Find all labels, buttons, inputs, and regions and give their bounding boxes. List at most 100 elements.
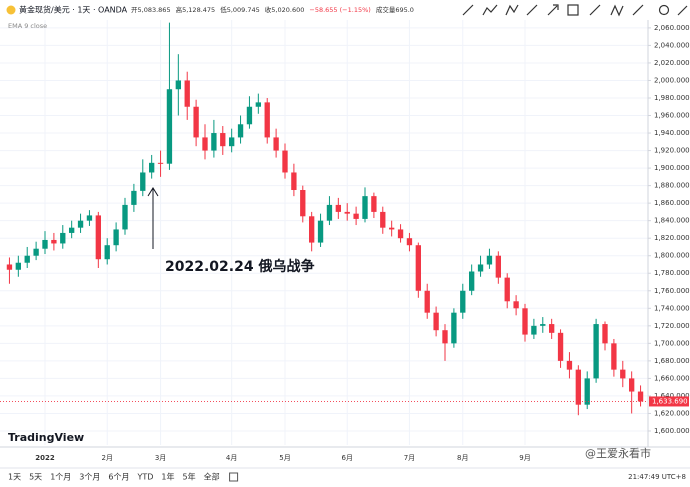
candle-body	[309, 216, 315, 243]
last-price-box	[649, 396, 689, 407]
candle-body	[620, 369, 626, 379]
candle-body	[220, 133, 226, 147]
candle-body	[113, 229, 119, 246]
y-tick-label: 1,680.000	[654, 357, 690, 365]
arrow-tool[interactable]	[547, 4, 559, 16]
y-tick-label: 1,880.000	[654, 182, 690, 190]
candle-body	[6, 264, 13, 270]
candle-body	[24, 255, 30, 263]
y-tick-label: 1,700.000	[654, 339, 690, 347]
path-tool[interactable]	[482, 4, 498, 16]
y-tick-label: 1,600.000	[654, 427, 690, 435]
line-tool[interactable]	[589, 4, 601, 16]
candle-body	[273, 137, 279, 151]
y-tick-label: 1,800.000	[654, 252, 690, 260]
candle-body	[122, 204, 128, 230]
candle-body	[389, 227, 395, 230]
candle-body	[362, 196, 368, 219]
y-tick-label: 2,060.000	[654, 24, 690, 32]
candle-body	[131, 190, 137, 205]
candle-body	[637, 391, 644, 402]
candle-body	[495, 255, 501, 278]
y-tick-label: 1,980.000	[654, 94, 690, 102]
calendar-icon[interactable]	[229, 472, 239, 482]
rect-tool[interactable]	[567, 4, 579, 16]
grid	[0, 20, 648, 445]
candle-body	[593, 324, 599, 379]
candle-body	[540, 324, 546, 326]
candle-body	[149, 162, 155, 173]
timeframe-button[interactable]: YTD	[136, 473, 153, 482]
timeframe-button[interactable]: 3个月	[79, 473, 100, 482]
zigzag-tool[interactable]	[610, 4, 624, 17]
y-tick-label: 1,720.000	[654, 322, 690, 330]
candle-body	[86, 215, 93, 221]
candle-body	[264, 102, 270, 138]
candle-body	[104, 245, 110, 260]
y-tick-label: 1,640.000	[654, 392, 690, 400]
candle-body	[157, 162, 164, 164]
timeframe-button[interactable]: 6个月	[108, 473, 129, 482]
segment-tool[interactable]	[632, 4, 644, 16]
y-tick-label: 1,740.000	[654, 304, 690, 312]
y-tick-label: 1,760.000	[654, 287, 690, 295]
candle-body	[42, 239, 48, 249]
timeframe-button[interactable]: 1个月	[50, 473, 71, 482]
trend-line-tool[interactable]	[462, 4, 474, 16]
candle-body	[380, 211, 386, 228]
candle-body	[166, 89, 173, 164]
x-tick-label: 6月	[341, 454, 352, 462]
y-tick-label: 1,860.000	[654, 199, 690, 207]
candle-body	[477, 264, 484, 272]
symbol[interactable]: 黄金现货/美元 · 1天 · OANDA	[19, 5, 128, 15]
extend-tool[interactable]	[677, 5, 688, 16]
y-tick-label: 2,040.000	[654, 41, 690, 49]
candle-body	[469, 271, 475, 291]
candle-body	[229, 137, 235, 147]
candle-body	[424, 290, 430, 313]
candle-body	[317, 220, 324, 243]
x-tick-label: 4月	[226, 454, 237, 462]
pattern-tool[interactable]	[505, 4, 519, 16]
candle-body	[246, 106, 253, 125]
y-tick-label: 1,620.000	[654, 409, 690, 417]
y-tick-label: 1,840.000	[654, 217, 690, 225]
candle-body	[140, 172, 146, 191]
y-tick-label: 1,820.000	[654, 234, 690, 242]
legend-item: 高5,128.475	[176, 5, 216, 14]
timeframe-button[interactable]: 5天	[29, 473, 42, 482]
candle-body	[460, 290, 466, 313]
y-tick-label: 1,920.000	[654, 147, 690, 155]
candle-body	[442, 330, 448, 344]
circle-tool[interactable]	[658, 4, 670, 16]
candle-body	[549, 324, 555, 333]
legend-item: 低5,009.745	[220, 5, 260, 14]
timeframe-button[interactable]: 1年	[161, 472, 174, 482]
candle-body	[335, 204, 341, 212]
x-tick-label: 8月	[457, 454, 468, 462]
y-tick-label: 1,940.000	[654, 129, 690, 137]
last-price-label: 1,633.690	[652, 397, 688, 405]
candle-body	[575, 369, 581, 405]
timeframe-button[interactable]: 1天	[8, 473, 21, 482]
annotation: 2022.02.24 俄乌战争	[165, 258, 314, 275]
candle-body	[451, 312, 457, 344]
candle-body	[211, 133, 217, 151]
timeframe-button[interactable]: 全部	[204, 472, 220, 482]
candle-body	[504, 277, 510, 302]
candles	[6, 22, 644, 416]
y-tick-label: 2,020.000	[654, 59, 690, 67]
ohlc-legend: 开5,083.865 高5,128.475 低5,009.745 收5,020.600…	[131, 5, 414, 14]
candle-body	[60, 232, 66, 244]
candle-body	[584, 378, 590, 405]
candle-body	[486, 255, 493, 265]
timeframe-button[interactable]: 5年	[183, 472, 196, 482]
candle-body	[513, 301, 519, 309]
candle-body	[300, 190, 306, 217]
candle-body	[353, 213, 359, 219]
candle-body	[77, 220, 84, 228]
ray-tool[interactable]	[526, 4, 538, 16]
indicator[interactable]: EMA 9 close	[8, 22, 47, 30]
clock: 21:47:49 UTC+8	[628, 473, 686, 481]
